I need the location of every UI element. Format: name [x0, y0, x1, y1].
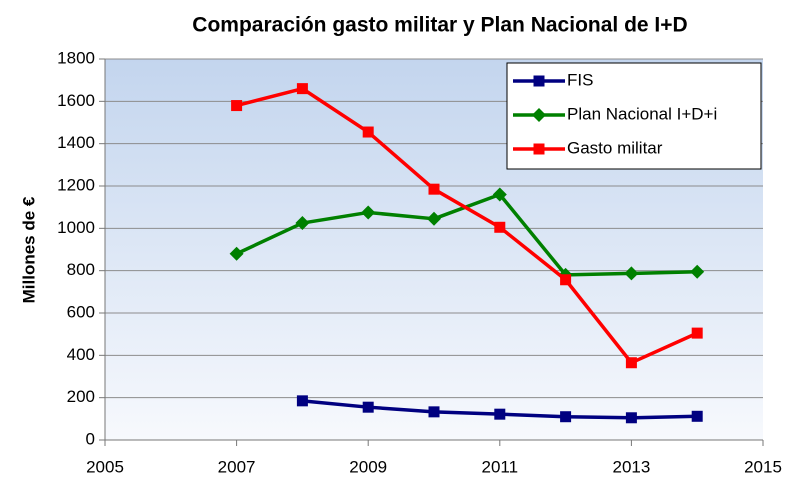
y-tick-label: 800 [67, 260, 95, 279]
marker [624, 266, 639, 281]
marker [229, 246, 244, 261]
y-tick-label: 400 [67, 345, 95, 364]
marker [231, 100, 243, 112]
marker [560, 411, 572, 423]
marker [428, 183, 440, 195]
y-tick-label: 1200 [57, 175, 95, 194]
legend-label: Plan Nacional I+D+i [567, 104, 717, 123]
marker [296, 83, 308, 95]
x-tick-label: 2015 [744, 457, 782, 476]
x-tick-label: 2007 [218, 457, 256, 476]
legend-marker [533, 143, 545, 155]
marker [362, 126, 374, 138]
marker [492, 187, 507, 202]
marker [625, 412, 637, 424]
y-tick-label: 200 [67, 387, 95, 406]
legend-marker [533, 75, 545, 87]
y-tick-label: 1400 [57, 133, 95, 152]
legend-label: FIS [567, 70, 593, 89]
marker [691, 327, 703, 339]
x-tick-label: 2011 [482, 457, 519, 476]
marker [428, 406, 440, 418]
legend-marker [532, 108, 546, 122]
marker [362, 401, 374, 413]
x-tick-label: 2009 [349, 457, 387, 476]
y-tick-label: 600 [67, 302, 95, 321]
x-tick-label: 2013 [612, 457, 650, 476]
y-tick-label: 1000 [57, 218, 95, 237]
marker [690, 264, 705, 279]
y-tick-label: 1800 [57, 48, 95, 67]
marker [494, 221, 506, 233]
marker [361, 205, 376, 220]
marker [295, 216, 310, 231]
y-axis-label: Millones de € [19, 196, 38, 303]
marker [691, 410, 703, 422]
y-tick-label: 1600 [57, 91, 95, 110]
legend-label: Gasto militar [567, 138, 663, 157]
y-tick-label: 0 [86, 429, 95, 448]
marker [296, 395, 308, 407]
series-line [236, 86, 698, 365]
x-tick-label: 2005 [86, 457, 124, 476]
marker [494, 408, 506, 420]
marker [560, 274, 572, 286]
marker [625, 357, 637, 369]
chart-title: Comparación gasto militar y Plan Naciona… [192, 14, 687, 37]
marker [427, 211, 441, 226]
